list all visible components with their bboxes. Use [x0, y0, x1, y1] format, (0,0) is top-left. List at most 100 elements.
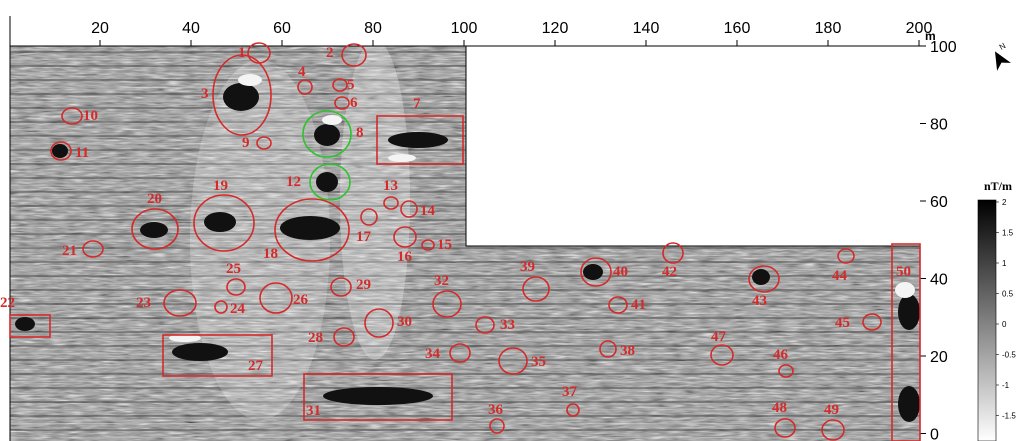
anomaly-ring: [259, 282, 293, 314]
anomaly-ring: [566, 403, 580, 417]
anomaly-box: [891, 243, 921, 441]
anomaly-ring: [475, 316, 495, 334]
anomaly-label: 33: [500, 317, 515, 333]
anomaly-label: 39: [520, 259, 535, 275]
anomaly-label: 21: [62, 243, 77, 259]
legend-tick-label: -1.5: [1002, 412, 1016, 421]
anomaly-label: 43: [752, 293, 767, 309]
anomaly-label: 17: [356, 229, 372, 245]
light-zone-left: [190, 60, 330, 420]
anomaly-ring: [821, 419, 845, 441]
anomaly-box: [9, 314, 51, 338]
anomaly-ring: [364, 308, 394, 338]
anomaly-label: 13: [383, 178, 398, 194]
anomaly-label: 50: [896, 264, 911, 280]
anomaly-label: 45: [835, 315, 850, 331]
anomaly-ring: [489, 418, 505, 434]
anomaly-label: 16: [397, 249, 413, 265]
anomaly-label: 18: [263, 246, 278, 262]
anomaly-ring: [710, 344, 734, 366]
anomaly-ring: [297, 79, 313, 95]
y-tick-label: 20: [930, 349, 948, 366]
anomaly-label: 38: [620, 343, 635, 359]
anomaly-ring: [498, 347, 528, 375]
anomaly-ring: [214, 300, 228, 314]
legend-gradient-bar: [977, 199, 997, 441]
legend-tick-label: -1: [1002, 381, 1010, 390]
anomaly-ring: [608, 296, 628, 314]
anomaly-label: 9: [242, 135, 250, 151]
anomaly-ring: [341, 43, 367, 67]
anomaly-ring: [522, 276, 550, 302]
anomaly-label: 25: [226, 261, 241, 277]
anomaly-label: 30: [397, 314, 412, 330]
anomaly-ring: [393, 226, 417, 248]
north-arrow-icon: N: [995, 41, 1011, 71]
legend-tick-label: 0: [1002, 320, 1007, 329]
anomaly-label: 20: [147, 191, 162, 207]
anomaly-label: 3: [201, 86, 209, 102]
anomaly-label: 24: [230, 301, 246, 317]
anomaly-label: 32: [434, 273, 449, 289]
x-tick-label: 60: [273, 20, 291, 37]
anomaly-label: 2: [326, 45, 334, 61]
x-tick-label: 20: [91, 20, 109, 37]
x-tick-label: 160: [724, 20, 751, 37]
anomaly-label: 14: [420, 203, 436, 219]
anomaly-label: 42: [662, 264, 677, 280]
anomaly-ring: [61, 107, 83, 125]
light-zone-center: [340, 46, 410, 360]
anomaly-label: 48: [772, 400, 787, 416]
colorbar-legend: nT/m 2 1.5 1 0.5 0 -0.5 -1 -1.5: [977, 179, 1016, 441]
legend-tick-label: 0.5: [1002, 290, 1014, 299]
anomaly-ring: [360, 208, 378, 226]
anomaly-ring: [449, 343, 471, 363]
anomaly-ring: [778, 364, 794, 378]
anomaly-label: 23: [136, 295, 151, 311]
anomaly-box: [162, 334, 273, 377]
unsurveyed-area: [466, 46, 920, 246]
anomaly-ring: [748, 265, 780, 293]
anomaly-ring: [333, 327, 355, 347]
anomaly-label: 27: [248, 358, 264, 374]
anomaly-ring: [332, 78, 348, 92]
legend-tick-label: -0.5: [1002, 351, 1016, 360]
x-tick-label: 180: [815, 20, 842, 37]
anomaly-ring: [82, 240, 104, 258]
y-tick-label: 60: [930, 194, 948, 211]
y-tick-label: 0: [930, 427, 939, 441]
x-axis: 20 40 60 80 100 120 140 160 180 200 m: [10, 20, 936, 47]
anomaly-ring: [212, 54, 272, 136]
anomaly-label: 31: [306, 403, 321, 419]
anomaly-ring: [580, 257, 612, 287]
x-axis-unit: m: [925, 29, 936, 43]
anomaly-ring: [400, 200, 418, 218]
anomaly-box: [376, 115, 464, 165]
anomaly-ring: [662, 242, 684, 264]
anomaly-ring: [131, 208, 179, 250]
x-tick-label: 200: [906, 20, 933, 37]
y-axis: 100 80 60 40 20 0: [920, 39, 957, 441]
anomaly-label: 29: [356, 277, 371, 293]
anomaly-label: 4: [298, 64, 306, 80]
x-tick-label: 40: [182, 20, 200, 37]
anomaly-label: 34: [425, 346, 441, 362]
anomaly-ring: [309, 163, 351, 201]
anomaly-label: 12: [286, 174, 301, 190]
anomaly-label: 8: [356, 125, 364, 141]
anomaly-label: 28: [308, 330, 323, 346]
anomaly-ring: [334, 96, 350, 110]
anomaly-label: 36: [488, 402, 504, 418]
anomaly-label: 22: [0, 295, 15, 311]
north-arrow-label: N: [998, 41, 1008, 52]
anomaly-ring: [163, 289, 197, 317]
anomaly-label: 11: [75, 145, 89, 161]
anomaly-ring: [256, 136, 272, 150]
x-tick-label: 140: [633, 20, 660, 37]
dark-anomalies: [15, 83, 920, 422]
anomaly-label: 40: [613, 264, 628, 280]
legend-title: nT/m: [984, 179, 1012, 193]
anomaly-label: 44: [832, 268, 848, 284]
anomaly-label: 15: [437, 237, 452, 253]
anomaly-label: 26: [293, 292, 309, 308]
